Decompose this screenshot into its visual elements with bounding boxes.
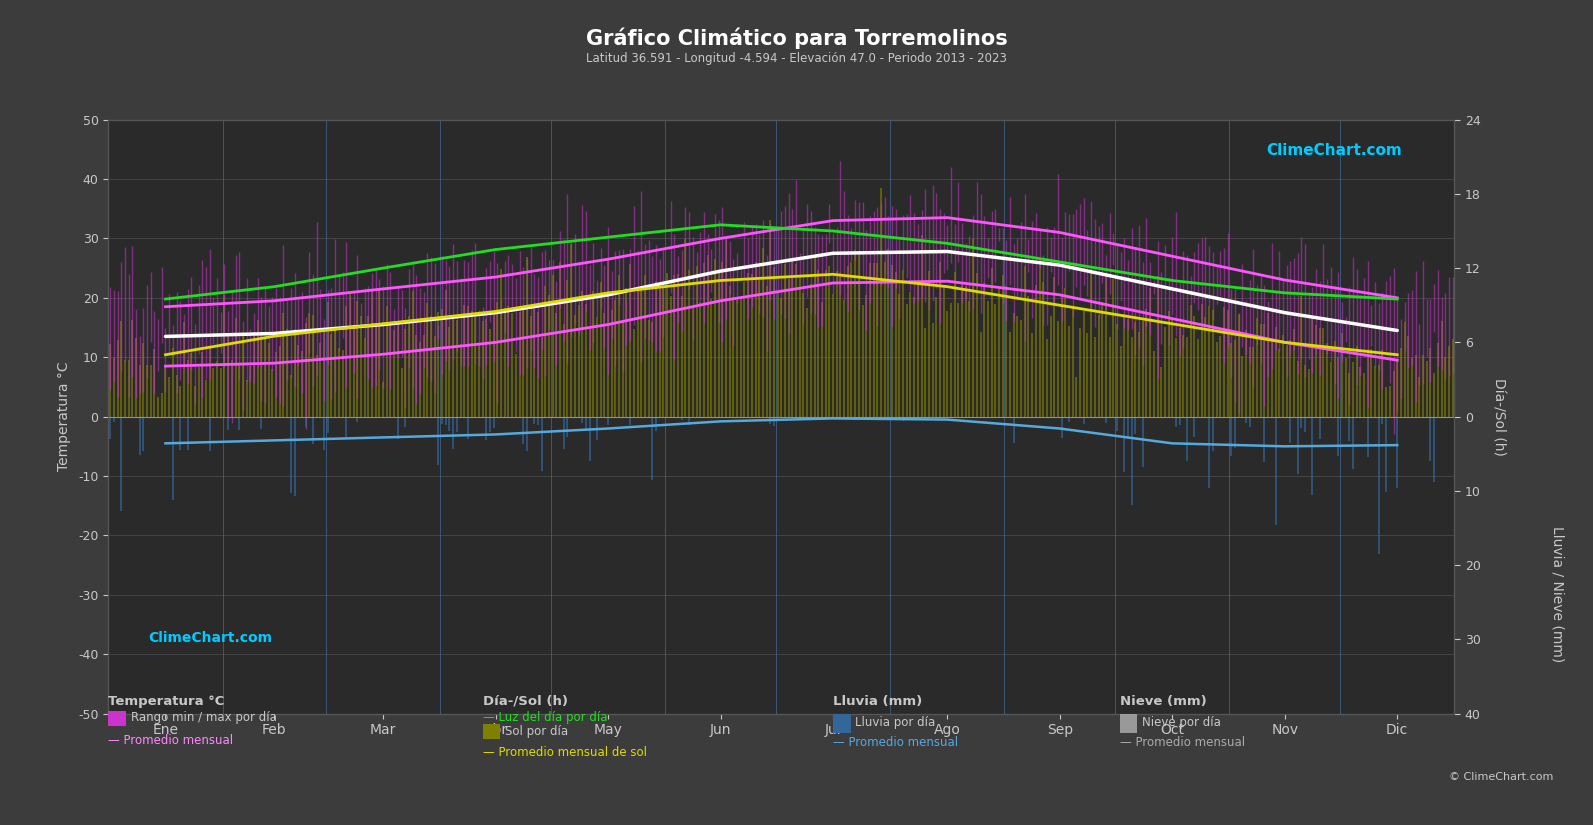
Text: — Promedio mensual: — Promedio mensual [1120,736,1246,749]
Text: — Promedio mensual: — Promedio mensual [108,734,234,747]
Text: ClimeChart.com: ClimeChart.com [1266,144,1402,158]
Y-axis label: Día-/Sol (h): Día-/Sol (h) [1491,378,1505,455]
Text: — Promedio mensual: — Promedio mensual [833,736,959,749]
Text: — Promedio mensual de sol: — Promedio mensual de sol [483,746,647,759]
Text: Lluvia (mm): Lluvia (mm) [833,695,922,708]
Text: Temperatura °C: Temperatura °C [108,695,225,708]
Text: Sol por día: Sol por día [505,725,569,738]
Y-axis label: Temperatura °C: Temperatura °C [57,362,72,471]
Text: Latitud 36.591 - Longitud -4.594 - Elevación 47.0 - Periodo 2013 - 2023: Latitud 36.591 - Longitud -4.594 - Eleva… [586,52,1007,65]
Text: Gráfico Climático para Torremolinos: Gráfico Climático para Torremolinos [586,27,1007,49]
Text: Lluvia / Nieve (mm): Lluvia / Nieve (mm) [1552,526,1564,662]
Text: ClimeChart.com: ClimeChart.com [148,631,272,645]
Text: Día-/Sol (h): Día-/Sol (h) [483,695,567,708]
Text: Nieve (mm): Nieve (mm) [1120,695,1206,708]
Text: Rango min / max por día: Rango min / max por día [131,711,277,724]
Text: Nieve por día: Nieve por día [1142,716,1222,729]
Text: Lluvia por día: Lluvia por día [855,716,935,729]
Text: © ClimeChart.com: © ClimeChart.com [1448,771,1553,781]
Text: — Luz del día por día: — Luz del día por día [483,711,607,724]
